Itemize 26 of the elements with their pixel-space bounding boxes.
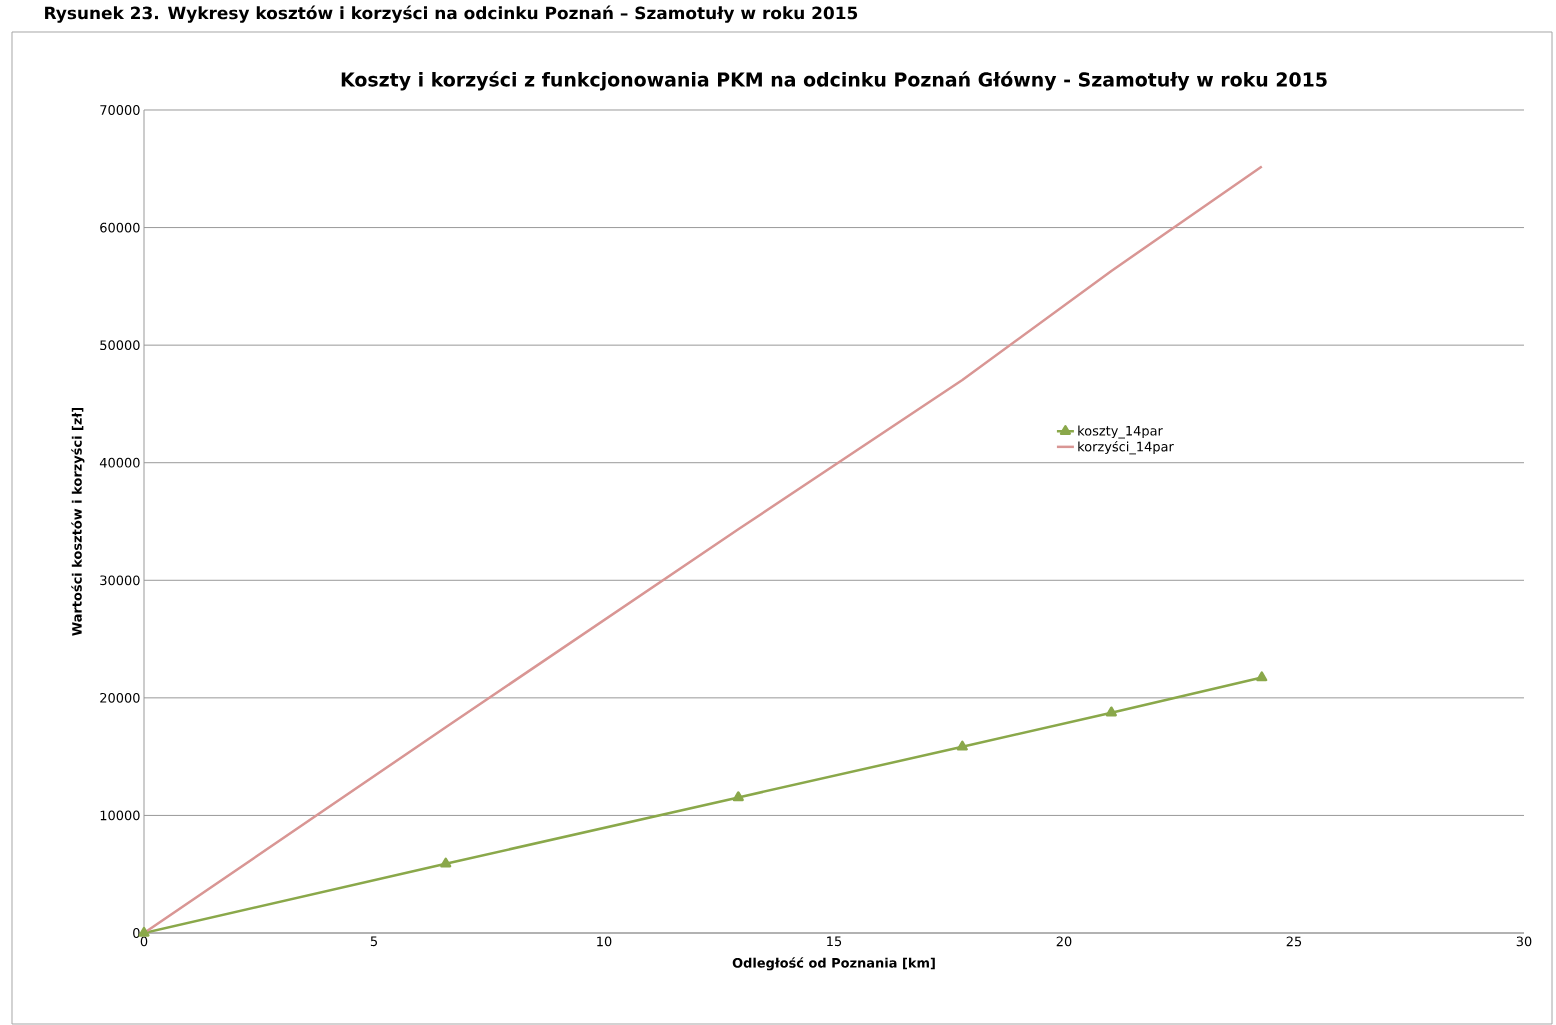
point: [440, 857, 452, 868]
y-tick-label: 60000: [100, 222, 140, 233]
x-axis-title: Odległość od Poznania [km]: [732, 957, 935, 971]
point: [1256, 671, 1268, 682]
y-tick-label: 20000: [100, 692, 140, 703]
y-axis-title: Wartości kosztów i korzyści [zł]: [71, 407, 85, 636]
x-tick-label: 25: [1286, 936, 1302, 947]
y-tick-label: 50000: [100, 340, 140, 351]
point: [956, 740, 968, 751]
legend-label: koszty_14par: [1078, 425, 1163, 439]
x-tick-label: 30: [1516, 936, 1532, 947]
x-tick-label: 5: [370, 936, 377, 947]
x-tick-label: 0: [140, 936, 148, 947]
y-tick-label: 30000: [100, 575, 140, 586]
x-tick-label: 10: [597, 936, 612, 947]
legend-label: korzyści_14par: [1078, 440, 1174, 455]
point: [1105, 706, 1117, 717]
x-tick-label: 20: [1056, 936, 1072, 947]
x-tick-label: 15: [827, 936, 842, 947]
text: Rysunek 23. Wykresy kosztów i korzyści na odcinku Poznań – Szamotuły w roku 2015: [45, 5, 858, 23]
y-tick-label: 70000: [100, 105, 140, 115]
y-tick-label: 40000: [99, 457, 140, 468]
y-tick-label: 0: [133, 928, 140, 938]
point: [732, 791, 744, 802]
y-tick-label: 10000: [100, 810, 140, 821]
chart-title: Koszty i korzyści z funkcjonowania PKM na odcinku Poznań Główny - Szamotuły w roku 2015: [341, 71, 1327, 91]
